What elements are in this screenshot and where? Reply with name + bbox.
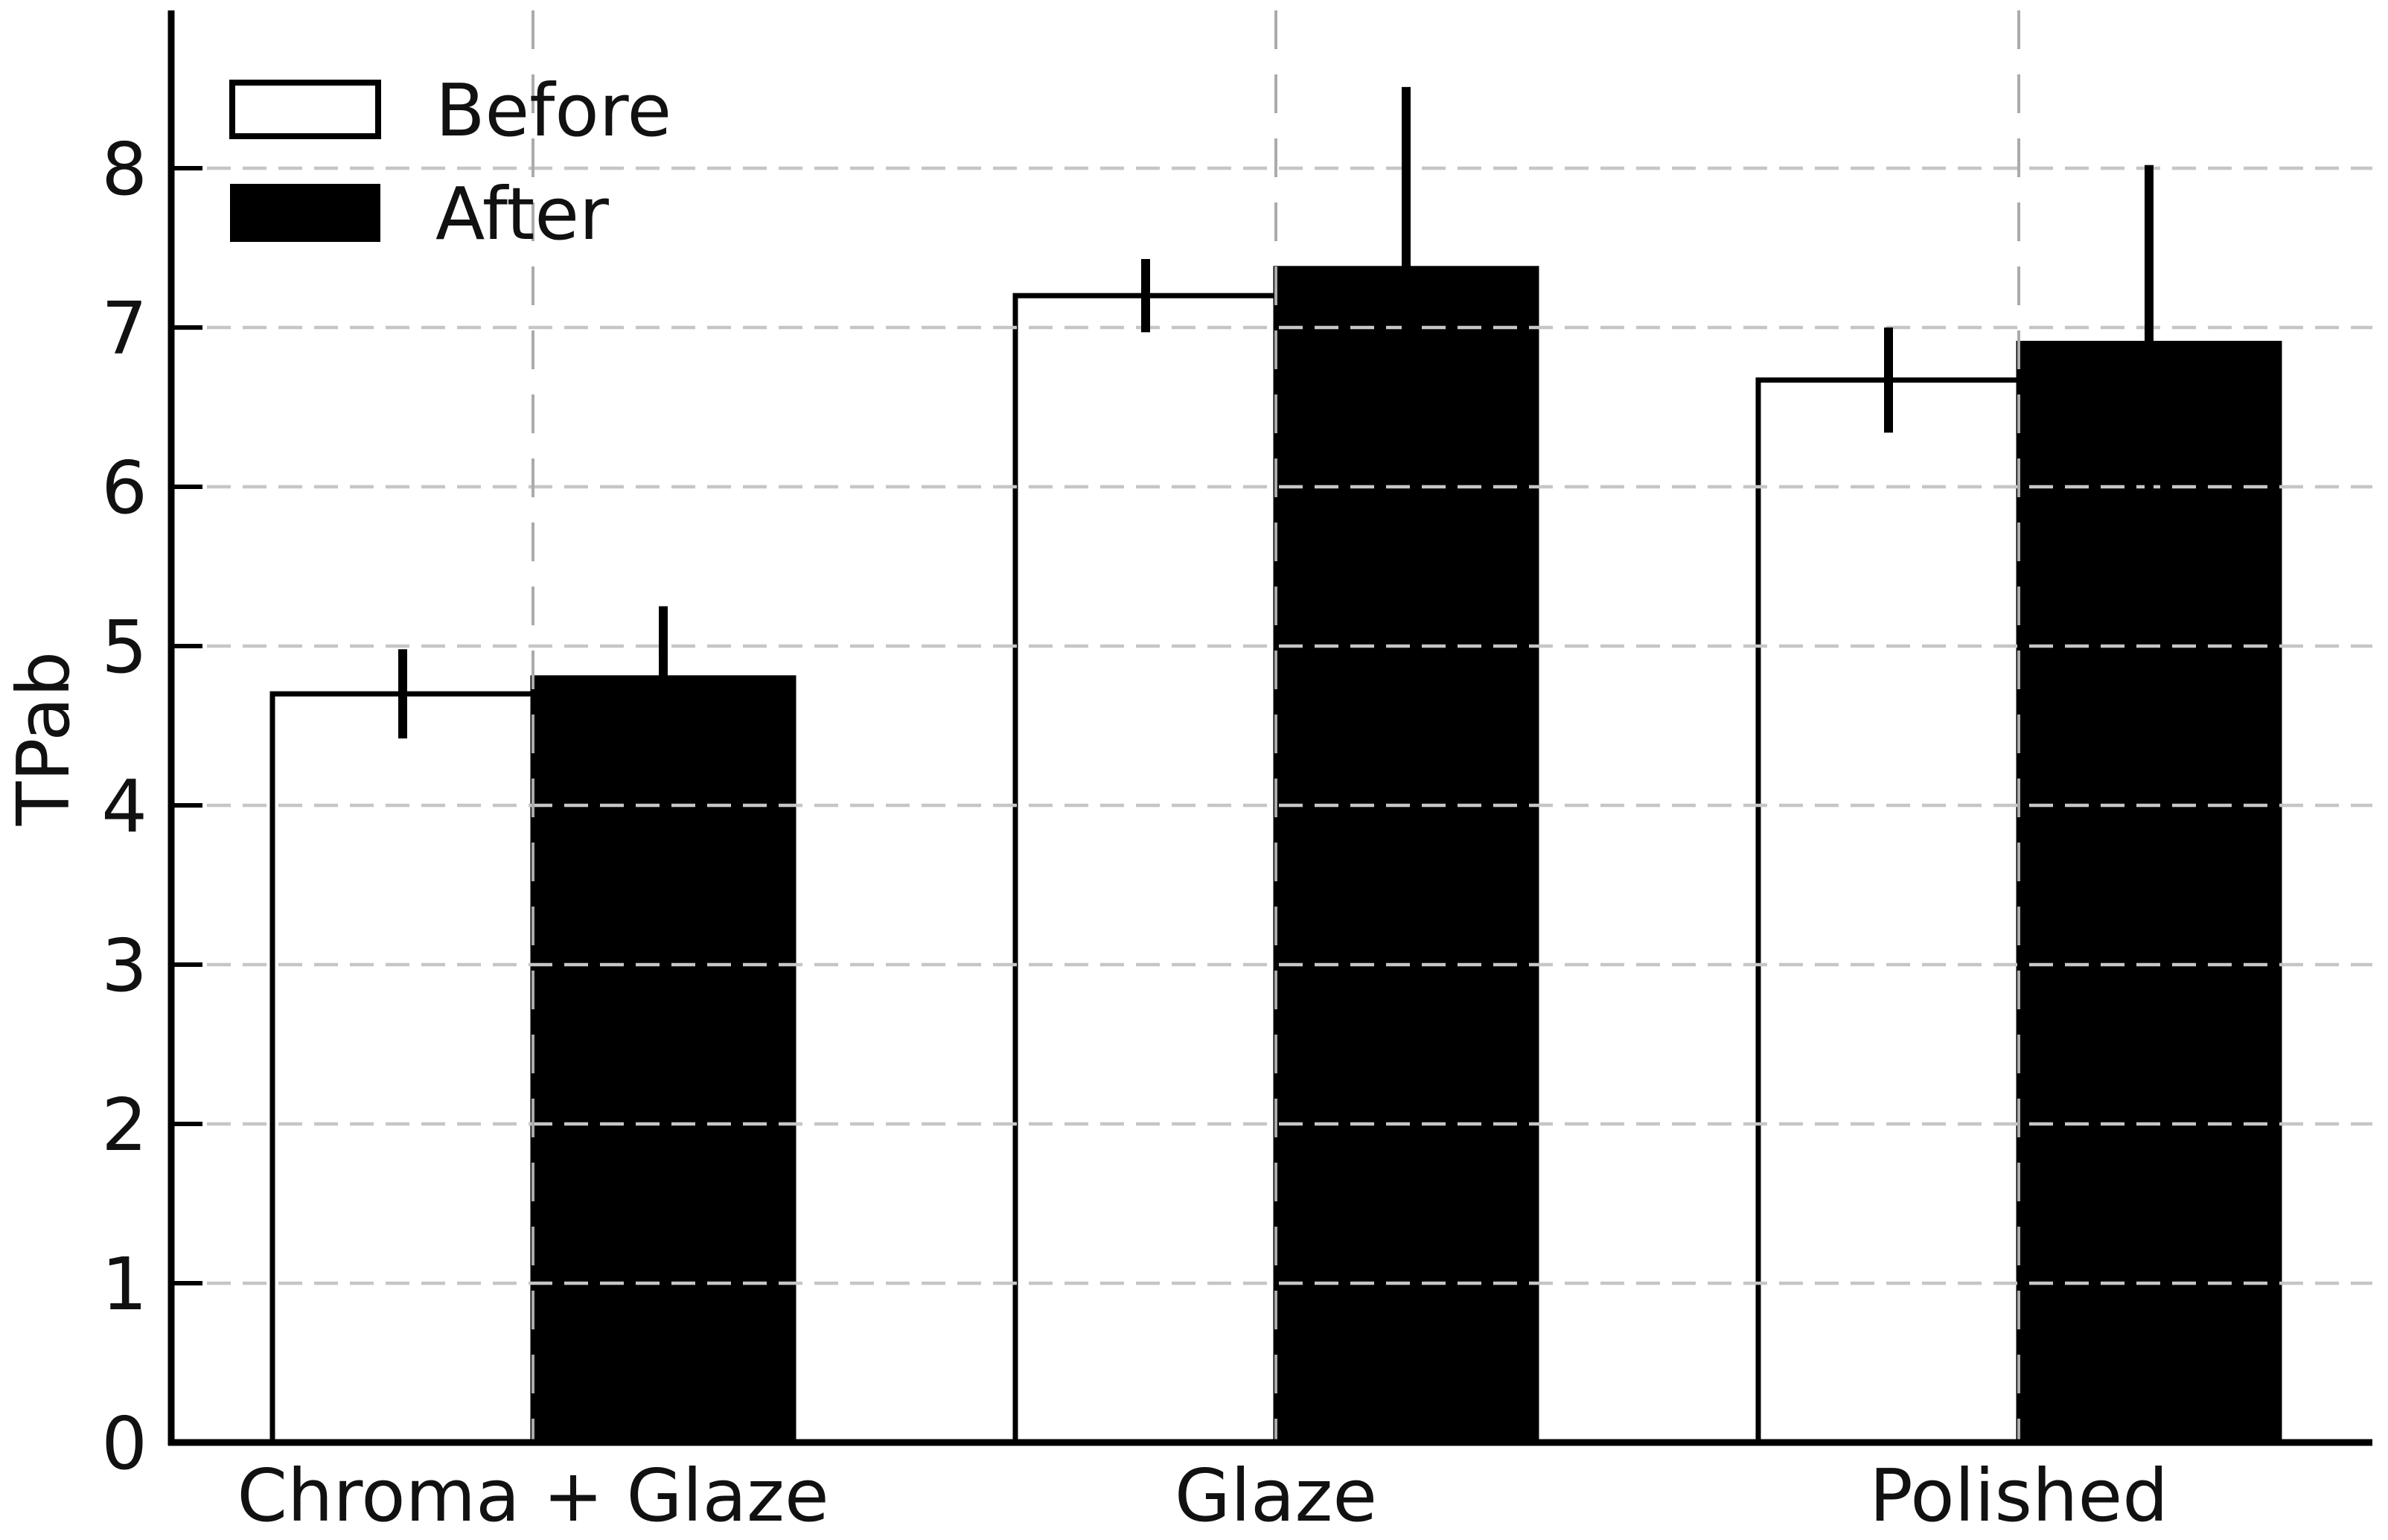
grid-layer bbox=[171, 10, 2372, 1442]
error-bars-layer bbox=[398, 86, 2154, 750]
axes-layer bbox=[167, 10, 2372, 1446]
category-label-chroma-glaze: Chroma + Glaze bbox=[237, 1454, 829, 1538]
bar-before-polished bbox=[1755, 377, 2022, 1445]
y-tick-label-1: 1 bbox=[101, 1242, 147, 1326]
y-tick-label-0: 0 bbox=[101, 1402, 147, 1486]
y-tick-label-2: 2 bbox=[101, 1083, 147, 1167]
y-axis-label: TPab bbox=[1, 651, 86, 826]
bar-after-chroma-glaze bbox=[530, 675, 796, 1445]
legend-swatch-before bbox=[229, 80, 381, 139]
legend-label-before: Before bbox=[435, 68, 671, 153]
bar-before-chroma-glaze bbox=[269, 691, 536, 1445]
bar-after-polished bbox=[2016, 340, 2282, 1445]
y-tick-label-8: 8 bbox=[101, 127, 147, 211]
bar-after-glaze bbox=[1273, 266, 1539, 1445]
category-labels-layer: Chroma + Glaze Glaze Polished bbox=[237, 1454, 2168, 1538]
legend-swatch-after bbox=[230, 184, 380, 242]
y-tick-labels-layer: 0 1 2 3 4 5 6 7 8 bbox=[101, 127, 147, 1486]
y-tick-label-7: 7 bbox=[101, 287, 147, 371]
bar-before-glaze bbox=[1012, 293, 1279, 1445]
legend: Before After bbox=[229, 68, 671, 256]
y-tick-label-3: 3 bbox=[101, 924, 147, 1008]
y-tick-label-4: 4 bbox=[101, 764, 147, 849]
y-tick-label-5: 5 bbox=[101, 605, 147, 689]
legend-label-after: After bbox=[435, 172, 609, 256]
category-label-glaze: Glaze bbox=[1175, 1454, 1377, 1538]
category-label-polished: Polished bbox=[1869, 1454, 2168, 1538]
y-tick-label-6: 6 bbox=[101, 446, 147, 530]
bars-layer bbox=[269, 266, 2282, 1445]
